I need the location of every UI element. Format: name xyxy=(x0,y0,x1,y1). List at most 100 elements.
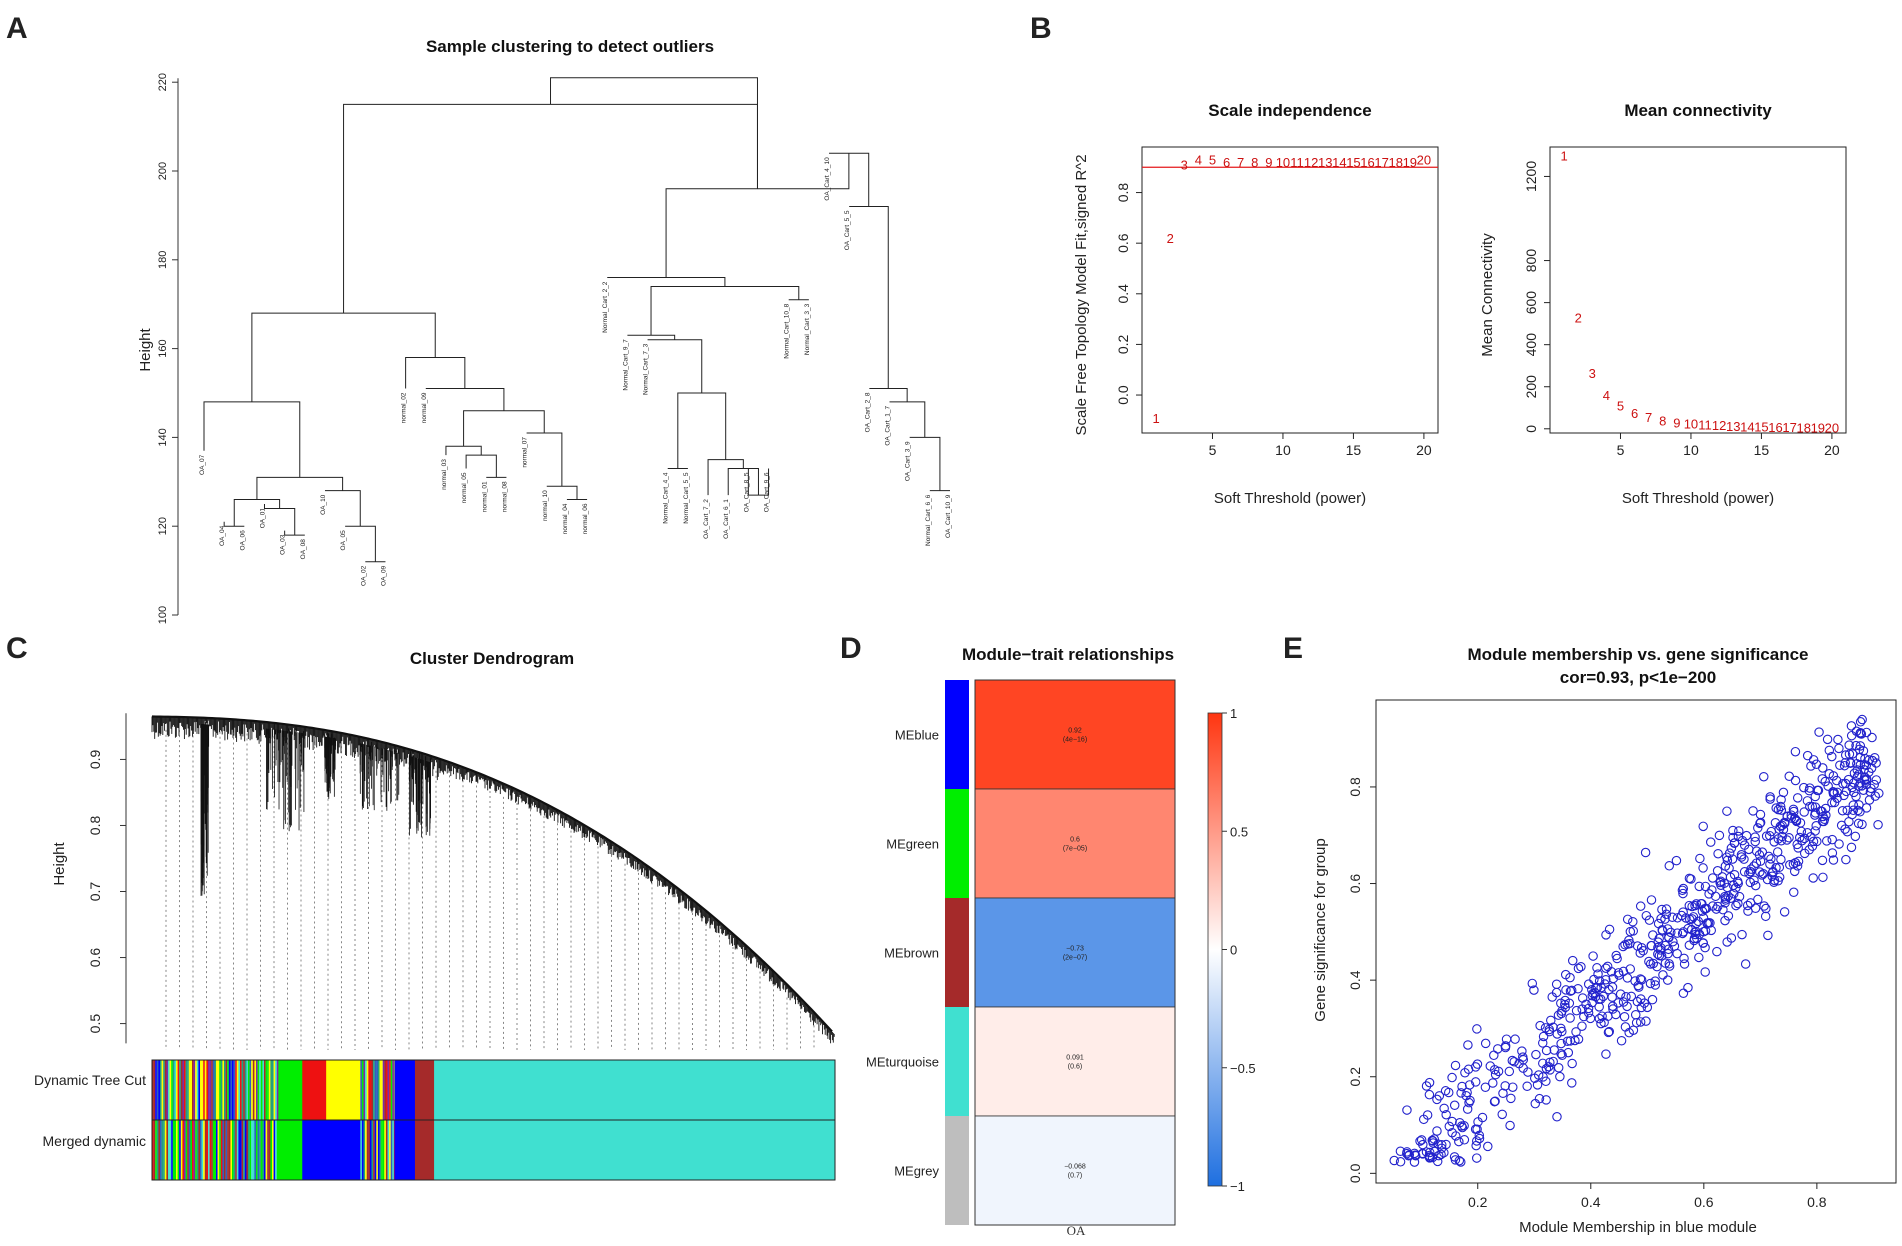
e-point xyxy=(1750,880,1761,891)
e-point xyxy=(1819,816,1829,827)
d-scale-label: 0.5 xyxy=(1230,824,1248,839)
e-point xyxy=(1439,1103,1449,1114)
d-cell-cor: −0.068 xyxy=(1064,1164,1086,1171)
e-point xyxy=(1684,900,1695,911)
e-point xyxy=(1562,1036,1573,1047)
c-track-stripe xyxy=(204,1060,207,1120)
e-point xyxy=(1639,998,1650,1008)
power-point-label: 19 xyxy=(1811,421,1825,436)
e-point xyxy=(1635,974,1646,984)
c-track-stripe xyxy=(169,1120,172,1180)
e-point xyxy=(1849,787,1859,798)
e-point xyxy=(1621,992,1631,1002)
e-point xyxy=(1698,863,1708,873)
a-branch xyxy=(223,521,245,527)
e-point xyxy=(1755,856,1766,866)
power-point-label: 5 xyxy=(1209,153,1216,168)
c-track-stripe xyxy=(236,1060,239,1120)
e-point xyxy=(1493,1066,1504,1077)
e-point xyxy=(1567,1058,1577,1069)
e-point xyxy=(1790,746,1801,757)
e-point xyxy=(1837,805,1848,816)
c-track-stripe xyxy=(184,1060,186,1120)
c-track-stripe xyxy=(270,1120,273,1180)
e-point xyxy=(1532,1080,1543,1090)
d-cell-p: (7e−05) xyxy=(1063,846,1087,853)
e-point xyxy=(1556,1049,1566,1059)
e-point xyxy=(1500,1042,1511,1053)
panel-label-e: E xyxy=(1283,632,1303,665)
c-track-stripe xyxy=(219,1120,221,1180)
y-tick-label: 0.0 xyxy=(1115,385,1131,405)
e-point xyxy=(1691,899,1702,909)
c-track-stripe xyxy=(276,1120,279,1180)
e-point xyxy=(1846,721,1857,731)
e-point xyxy=(1874,788,1884,799)
e-point xyxy=(1858,746,1869,756)
d-heatmap: MEblue 0.92 (4e−16) MEgreen 0.6 (7e−05) MEbrow… xyxy=(866,679,1256,1226)
e-y-tick-label: 0.2 xyxy=(1347,1067,1363,1087)
e-point xyxy=(1601,974,1611,985)
d-row-label: MEblue xyxy=(895,728,939,743)
c-track-stripe xyxy=(182,1120,185,1180)
a-leaf-label: OA_Cart_8_5 xyxy=(743,472,750,512)
e-point xyxy=(1553,1010,1564,1020)
e-point xyxy=(1618,997,1629,1007)
e-y-tick-label: 0.0 xyxy=(1347,1163,1363,1183)
c-track-stripe xyxy=(248,1120,250,1180)
a-branch xyxy=(707,459,744,496)
e-point xyxy=(1565,972,1575,983)
a-leaf-label: Normal_Cart_2_2 xyxy=(602,281,609,333)
e-point xyxy=(1792,793,1803,803)
c-track-stripe xyxy=(228,1120,231,1180)
power-point-label: 18 xyxy=(1796,420,1810,435)
e-point xyxy=(1497,1109,1507,1120)
e-point xyxy=(1470,1077,1481,1087)
e-point xyxy=(1805,783,1815,793)
a-y-tick-label: 180 xyxy=(157,251,169,269)
c-track-stripe xyxy=(265,1120,268,1180)
e-point xyxy=(1853,805,1863,816)
a-y-tick-label: 200 xyxy=(157,162,169,180)
e-point xyxy=(1664,861,1675,871)
e-point xyxy=(1857,714,1867,725)
e-point xyxy=(1424,1152,1435,1162)
e-point xyxy=(1630,1010,1641,1020)
power-point-label: 1 xyxy=(1560,148,1567,163)
e-point xyxy=(1743,906,1753,916)
a-leaf-label: Normal_Cart_7_3 xyxy=(643,343,650,395)
c-track-stripe xyxy=(382,1060,385,1120)
b1-title: Scale independence xyxy=(1208,101,1371,120)
e-point xyxy=(1724,848,1735,858)
b1-xlabel: Soft Threshold (power) xyxy=(1214,490,1366,507)
c-track-segment xyxy=(278,1120,303,1180)
c-track-stripe xyxy=(153,1060,156,1120)
y-tick-label: 0.2 xyxy=(1115,334,1131,354)
e-point xyxy=(1828,855,1839,865)
e-point xyxy=(1557,1050,1567,1061)
c-track-stripe xyxy=(187,1120,189,1180)
power-point-label: 20 xyxy=(1825,421,1839,436)
c-track-stripe xyxy=(152,1060,154,1120)
c-track-stripe xyxy=(373,1120,375,1180)
e-point xyxy=(1671,855,1682,866)
y-tick-label: 0.8 xyxy=(1115,183,1131,203)
e-point xyxy=(1827,751,1837,762)
e-point xyxy=(1678,988,1689,999)
e-point xyxy=(1650,980,1661,990)
e-point xyxy=(1596,1018,1606,1029)
e-point xyxy=(1552,1112,1562,1122)
e-point xyxy=(1792,861,1803,871)
power-point-label: 12 xyxy=(1304,155,1318,170)
e-point xyxy=(1535,1020,1545,1031)
e-point xyxy=(1769,875,1780,886)
e-point xyxy=(1477,1112,1488,1123)
c-track-stripe xyxy=(390,1120,393,1180)
e-point xyxy=(1530,1098,1541,1109)
c-track-stripe xyxy=(220,1120,223,1180)
e-point xyxy=(1848,805,1859,816)
e-point xyxy=(1698,821,1708,832)
c-track-stripe xyxy=(224,1060,226,1120)
e-point xyxy=(1472,1124,1482,1135)
e-point xyxy=(1608,1004,1618,1014)
